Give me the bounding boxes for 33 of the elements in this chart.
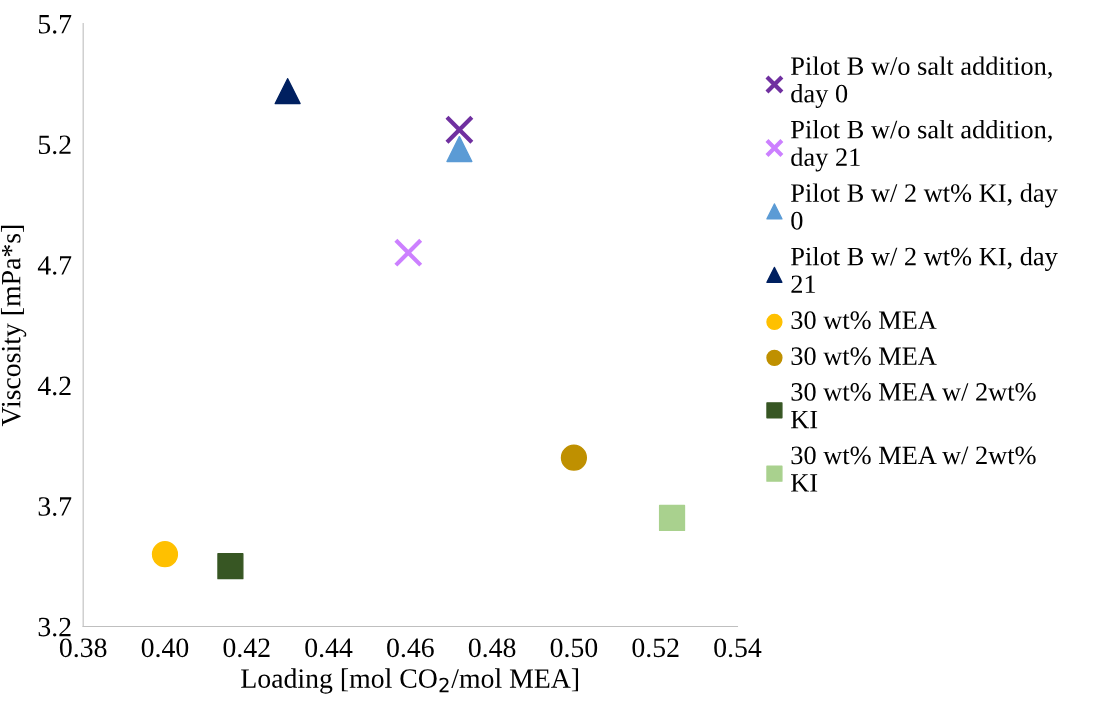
x-axis-title: Loading [mol CO$_{2}$/mol MEA] — [241, 668, 579, 694]
y-tick-label: 4.2 — [37, 376, 71, 396]
legend-label: 30 wt% MEA — [791, 347, 937, 366]
point — [274, 78, 301, 105]
legend-label: Pilot B w/o salt addition, day 0 — [791, 56, 1052, 109]
point — [446, 135, 473, 163]
point — [393, 238, 423, 268]
x-tick-label: 0.52 — [632, 638, 679, 658]
y-tick-label: 4.7 — [37, 256, 72, 275]
y-axis-title: Viscosity [mPa*s] — [0, 225, 27, 427]
x-tick-label: 0.50 — [550, 638, 598, 658]
point — [444, 115, 474, 145]
x-tick-label: 0.46 — [387, 638, 434, 658]
x-tick-label: 0.48 — [468, 638, 516, 658]
x-tick-label: 0.44 — [305, 638, 353, 658]
point — [560, 444, 588, 471]
x-tick-label: 0.42 — [223, 638, 270, 658]
legend-label: 30 wt% MEA — [791, 311, 937, 330]
point — [658, 504, 686, 532]
legend-label: Pilot B w/o salt addition, day 21 — [791, 119, 1052, 172]
y-tick-label: 5.7 — [38, 15, 72, 34]
legend-label: 30 wt% MEA w/ 2wt% KI — [791, 446, 1036, 492]
x-tick-label: 0.40 — [141, 638, 189, 658]
point — [151, 541, 179, 568]
y-tick-label: 5.2 — [38, 135, 71, 155]
y-tick-label: 3.7 — [38, 497, 72, 516]
point — [217, 553, 244, 580]
legend-label: Pilot B w/ 2 wt% KI, day 0 — [791, 183, 1058, 230]
legend-label: 30 wt% MEA w/ 2wt% KI — [791, 383, 1036, 429]
y-tick-label: 3.2 — [38, 617, 71, 637]
x-tick-label: 0.38 — [59, 638, 107, 658]
legend-label: Pilot B w/ 2 wt% KI, day 21 — [791, 246, 1058, 293]
x-tick-label: 0.54 — [714, 638, 762, 658]
